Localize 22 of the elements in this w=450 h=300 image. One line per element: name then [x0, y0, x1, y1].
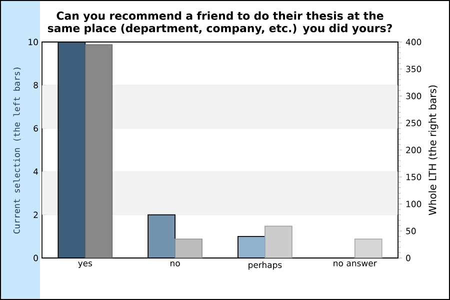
y2-axis-title: Whole LTH (the right bars) — [428, 85, 438, 216]
x-tick-label: no answer — [334, 262, 377, 266]
y2-tick-label: 250 — [406, 120, 422, 126]
y2-tick-label: 100 — [406, 200, 422, 208]
y2-tick-label: 200 — [406, 146, 422, 154]
y-tick-label: 0 — [34, 254, 38, 262]
y-tick-label: 8 — [34, 82, 38, 88]
y-tick-label: 10 — [28, 38, 38, 46]
y-axis-title: Current selection (the left bars) — [13, 68, 21, 234]
x-tick-label: perhaps — [248, 262, 282, 270]
y-tick-label: 4 — [34, 168, 38, 175]
x-tick-label: yes — [78, 262, 92, 268]
y2-tick-label: 350 — [406, 66, 422, 72]
y2-tick-label: 50 — [406, 228, 416, 234]
y2-tick-label: 150 — [406, 174, 422, 180]
y-tick-label: 6 — [34, 125, 38, 132]
y2-tick-label: 300 — [406, 92, 422, 100]
y-tick-label: 2 — [34, 212, 38, 218]
y2-tick-label: 0 — [406, 254, 410, 262]
chart-title: Can you recommend a friend to do their thesis at the same place (department, company, etc.) you did yours? — [48, 11, 392, 34]
y2-tick-label: 400 — [406, 38, 422, 46]
x-tick-label: no — [170, 262, 180, 266]
